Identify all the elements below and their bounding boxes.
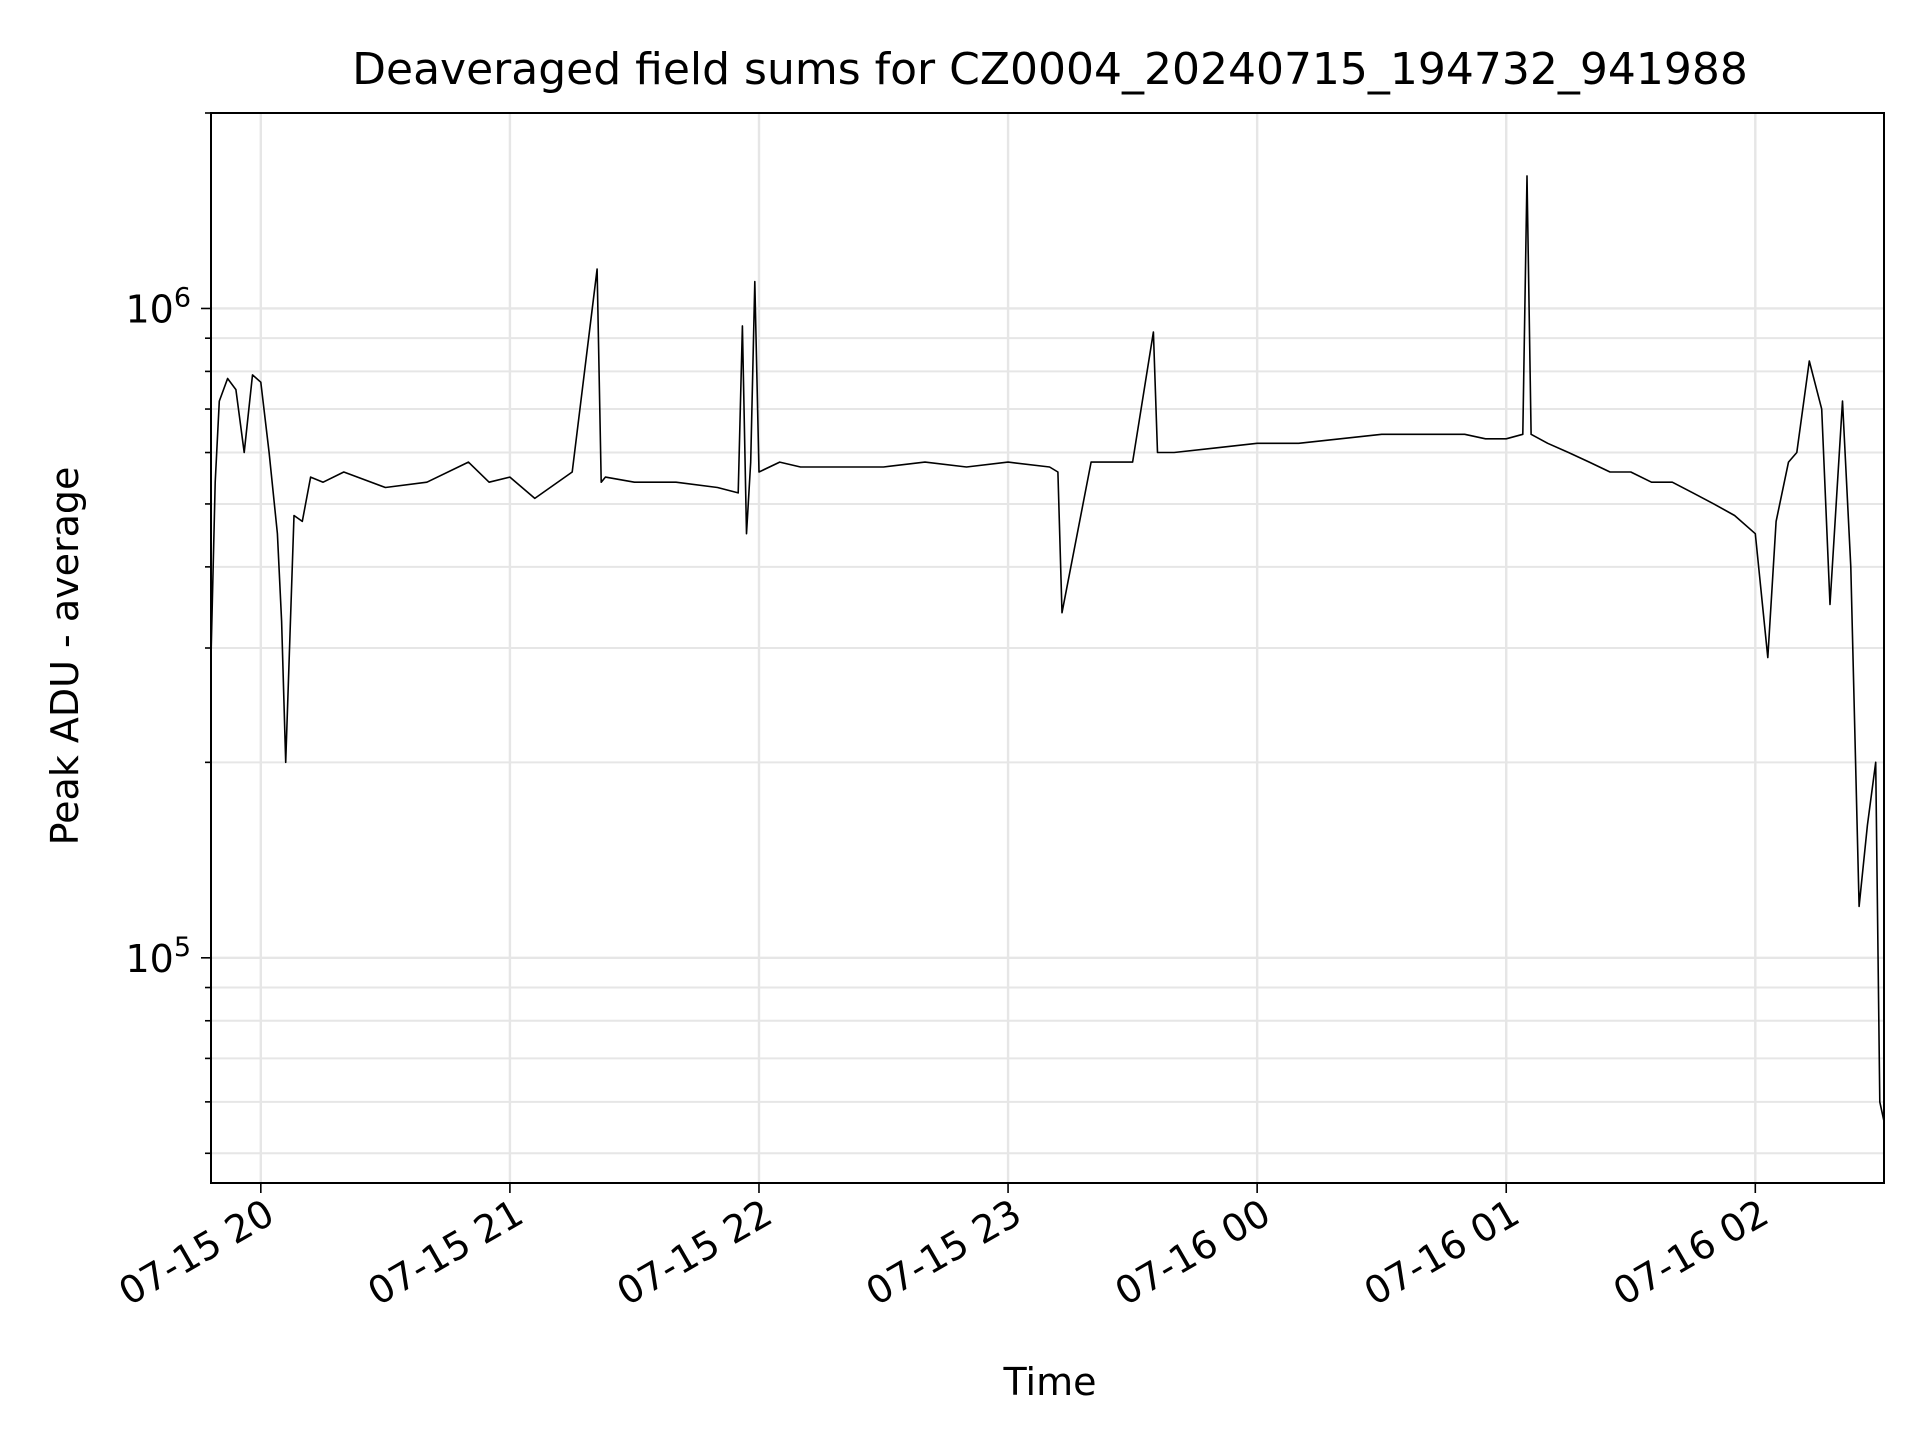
data-layer: [210, 175, 1885, 1122]
y-tick-label: 105: [125, 932, 191, 981]
chart-title: Deaveraged field sums for CZ0004_2024071…: [352, 44, 1748, 95]
y-axis-label: Peak ADU - average: [43, 467, 87, 846]
y-tick-label: 106: [125, 282, 191, 331]
grid-layer: [211, 112, 1884, 1183]
x-axis-label: Time: [1003, 1360, 1097, 1404]
series-line: [210, 175, 1885, 1122]
